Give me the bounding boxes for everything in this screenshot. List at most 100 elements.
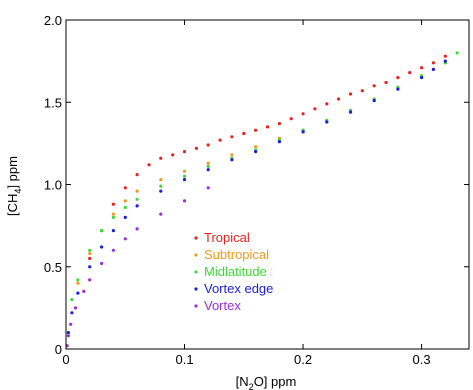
- data-point: [455, 51, 459, 55]
- data-point: [206, 186, 210, 190]
- legend-item: Vortex edge: [204, 281, 273, 296]
- data-point: [135, 204, 139, 208]
- data-point: [88, 248, 92, 252]
- data-point: [70, 298, 74, 302]
- data-point: [194, 146, 198, 150]
- data-point: [206, 161, 210, 165]
- legend-item: Midlatitude: [204, 264, 267, 279]
- data-point: [206, 143, 210, 147]
- data-point: [431, 61, 435, 65]
- data-point: [348, 110, 353, 114]
- data-point: [408, 71, 412, 75]
- data-point: [147, 163, 151, 167]
- data-point: [384, 80, 388, 85]
- data-point: [206, 164, 210, 168]
- legend-item: Subtropical: [204, 247, 269, 262]
- y-tick-label: 0.5: [44, 260, 62, 275]
- data-point: [135, 227, 139, 231]
- plot-frame: [65, 19, 470, 350]
- data-point: [66, 334, 70, 338]
- data-point: [111, 229, 115, 233]
- data-point: [289, 117, 293, 121]
- legend-marker: [194, 304, 198, 308]
- data-point: [135, 189, 139, 193]
- data-point: [88, 252, 92, 256]
- data-point: [230, 158, 234, 162]
- data-point: [277, 140, 281, 144]
- data-point: [123, 199, 127, 203]
- y-tick-label: 0: [55, 342, 62, 357]
- data-point: [230, 153, 234, 157]
- data-point: [218, 138, 222, 142]
- legend-marker: [194, 287, 198, 291]
- legend-marker: [194, 253, 198, 257]
- data-point: [313, 107, 317, 111]
- y-tick-label: 1.5: [44, 95, 62, 110]
- data-point: [265, 125, 270, 129]
- data-point: [325, 120, 329, 124]
- data-point: [254, 150, 258, 154]
- data-point: [111, 212, 115, 216]
- legend-item: Tropical: [204, 230, 250, 245]
- data-point: [88, 256, 92, 261]
- data-point: [123, 215, 127, 219]
- data-point: [171, 153, 175, 157]
- data-point: [230, 135, 234, 139]
- data-point: [206, 168, 210, 172]
- data-point: [100, 245, 104, 249]
- data-point: [396, 87, 400, 91]
- legend-marker: [194, 270, 198, 274]
- data-point: [182, 174, 187, 178]
- data-point: [182, 199, 187, 203]
- data-point: [159, 184, 163, 188]
- data-point: [301, 130, 305, 134]
- data-point: [372, 84, 376, 88]
- data-point: [443, 59, 447, 63]
- data-point: [76, 291, 80, 295]
- data-point: [123, 237, 127, 241]
- data-point: [123, 205, 127, 210]
- data-point: [76, 278, 80, 282]
- data-point: [242, 131, 246, 136]
- data-point: [182, 178, 187, 182]
- data-point: [277, 122, 281, 126]
- legend-item: Vortex: [204, 298, 241, 313]
- data-point: [325, 102, 329, 106]
- data-point: [337, 97, 341, 101]
- data-points: [65, 51, 459, 348]
- data-point: [111, 248, 115, 252]
- tick-labels: 0 0.1 0.2 0.3 0 0.5 1.0 1.5 2.0: [44, 13, 431, 367]
- data-point: [100, 261, 104, 266]
- data-point: [301, 112, 305, 116]
- x-tick-label: 0.3: [413, 352, 431, 367]
- y-tick-label: 1.0: [44, 178, 62, 193]
- axis-ticks: [65, 19, 469, 350]
- data-point: [360, 89, 364, 93]
- data-point: [88, 278, 92, 282]
- x-tick-label: 0.2: [294, 352, 312, 367]
- data-point: [135, 173, 139, 177]
- data-point: [82, 289, 86, 293]
- data-point: [443, 54, 447, 58]
- data-point: [159, 156, 163, 160]
- data-point: [372, 99, 376, 103]
- data-point: [254, 145, 258, 149]
- data-point: [111, 202, 115, 206]
- data-point: [396, 76, 400, 80]
- legend-marker: [194, 236, 198, 240]
- legend: Tropical Subtropical Midlatitude Vortex edg…: [194, 230, 273, 313]
- data-point: [420, 76, 424, 80]
- data-point: [135, 197, 139, 201]
- data-point: [70, 311, 74, 315]
- data-point: [100, 229, 104, 233]
- data-point: [111, 215, 115, 219]
- data-point: [159, 189, 163, 193]
- data-point: [88, 265, 92, 269]
- x-axis-label: [N2O] ppm: [236, 374, 297, 390]
- data-point: [254, 128, 258, 132]
- data-point: [69, 322, 73, 326]
- x-tick-label: 0.1: [175, 352, 193, 367]
- data-point: [73, 306, 78, 310]
- data-point: [420, 66, 424, 70]
